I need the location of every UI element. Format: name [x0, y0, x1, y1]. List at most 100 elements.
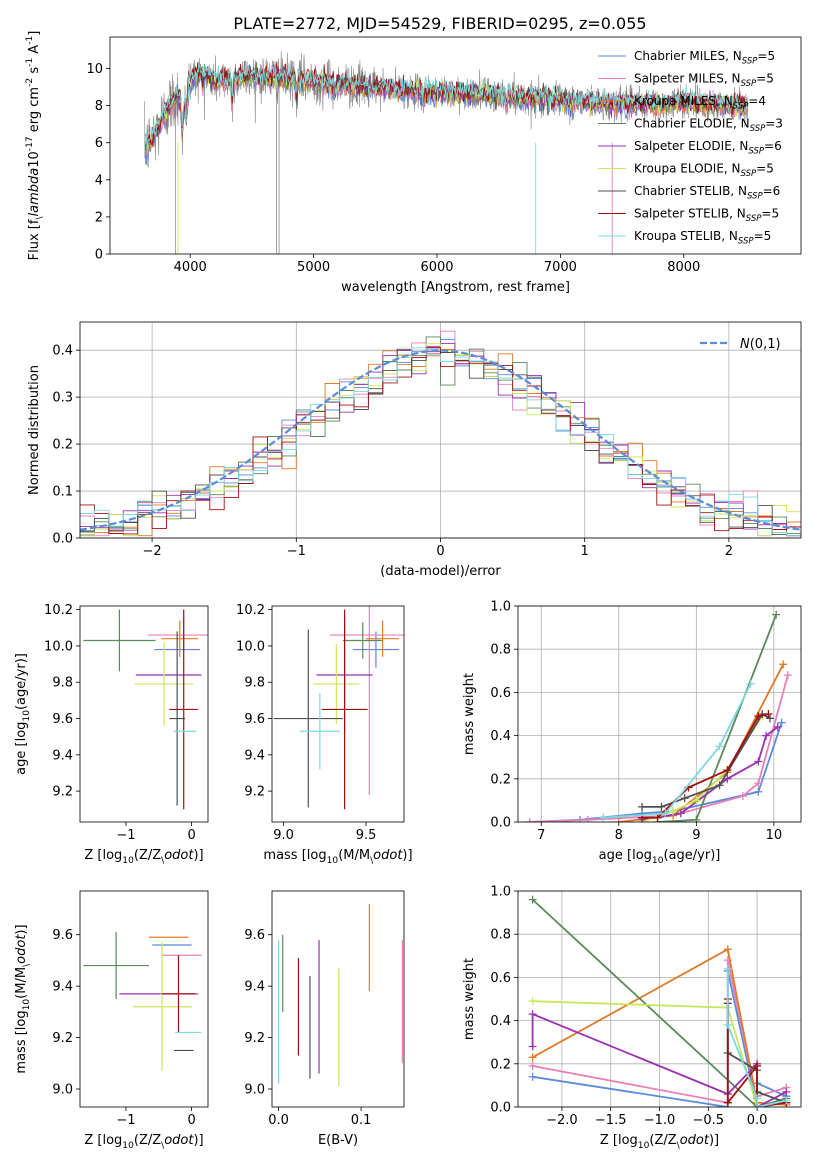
- series-marker: [772, 610, 781, 619]
- y-tick-label: 10.0: [44, 639, 73, 654]
- panel-age_vs_Z: −1 0 9.2 9.4 9.6 9.8 10.0 10.2 Z [log10(Z/Z\odot…: [14, 603, 209, 866]
- y-tick-label: 4: [95, 173, 103, 188]
- legend: Chabrier MILES, NSSP=5 Salpeter MILES, NS…: [598, 49, 783, 247]
- y-tick-label: 9.2: [52, 1031, 73, 1046]
- x-tick-label: 0.0: [268, 1113, 289, 1128]
- series-marker: [723, 945, 732, 954]
- axes-frame: [109, 36, 802, 255]
- x-tick-label: 0.0: [747, 1113, 768, 1128]
- y-tick-label: 9.6: [52, 928, 73, 943]
- x-tick-label: 0: [187, 1113, 195, 1128]
- y-tick-label: 1.0: [490, 885, 511, 900]
- legend-label: Chabrier MILES, NSSP=5: [634, 49, 775, 67]
- series-line-1: [529, 674, 789, 822]
- y-tick-label: 9.6: [244, 928, 265, 943]
- axes-frame: [271, 890, 405, 1108]
- series-marker: [657, 802, 666, 811]
- y-tick-label: 9.4: [52, 980, 73, 995]
- y-tick-label: 0.2: [490, 772, 511, 787]
- series-marker: [753, 1094, 762, 1103]
- panel-weight_vs_age: 7 8 9 10 0.0 0.2 0.4 0.6 0.8 1.0 age [log10(age/yr…: [462, 600, 802, 866]
- legend-label: Salpeter ELODIE, NSSP=6: [634, 139, 782, 157]
- plot-area: [525, 610, 792, 822]
- y-tick-label: 0.0: [490, 1101, 511, 1116]
- legend-label: Salpeter MILES, NSSP=5: [634, 72, 774, 90]
- series-marker: [723, 1020, 732, 1029]
- plot-area: [278, 903, 403, 1087]
- series-marker: [669, 807, 678, 816]
- x-tick-label: 0.1: [351, 1113, 372, 1128]
- legend-label: Kroupa ELODIE, NSSP=5: [634, 162, 774, 180]
- y-tick-label: 9.2: [244, 785, 265, 800]
- series-line-1: [532, 959, 787, 1104]
- y-tick-label: 9.8: [52, 676, 73, 691]
- model-spectrum-7: [145, 61, 749, 147]
- y-tick-label: 9.4: [52, 748, 73, 763]
- y-tick-label: 0.0: [52, 532, 73, 547]
- legend-label: Kroupa STELIB, NSSP=5: [634, 229, 771, 247]
- series-marker: [599, 813, 608, 822]
- y-tick-label: 0.4: [52, 344, 73, 359]
- residual-hist-8: [80, 347, 801, 537]
- series-marker: [782, 1087, 791, 1096]
- x-tick-label: 4000: [174, 260, 207, 275]
- series-marker: [528, 895, 537, 904]
- legend-label: Chabrier STELIB, NSSP=6: [634, 184, 780, 202]
- y-axis-label: Flux [f\lambda10-17 erg cm-2 s-1 A-1]: [25, 31, 45, 261]
- x-tick-label: 7000: [544, 260, 577, 275]
- series-marker: [715, 781, 724, 790]
- x-axis-label: mass [log10(M/M\odot)]: [263, 848, 412, 866]
- series-line-8: [603, 683, 752, 819]
- y-tick-label: 0.4: [490, 729, 511, 744]
- series-marker: [692, 815, 701, 822]
- series-marker: [614, 818, 623, 822]
- series-marker: [723, 1098, 732, 1107]
- x-tick-label: −2.0: [546, 1113, 578, 1128]
- series-marker: [773, 722, 782, 731]
- y-tick-label: 0.6: [490, 971, 511, 986]
- x-tick-label: 5000: [297, 260, 330, 275]
- y-tick-label: 1.0: [490, 600, 511, 615]
- y-tick-label: 0.2: [490, 1057, 511, 1072]
- normal-curve: [80, 349, 801, 531]
- y-axis-label: Normed distribution: [27, 365, 42, 495]
- y-tick-label: 9.0: [52, 1083, 73, 1098]
- y-tick-label: 10.2: [44, 603, 73, 618]
- y-tick-label: 9.6: [52, 712, 73, 727]
- series-marker: [661, 809, 670, 818]
- series-marker: [528, 1010, 537, 1019]
- x-axis-label: Z [log10(Z/Z\odot)]: [84, 1133, 203, 1151]
- x-tick-label: 0: [187, 828, 195, 843]
- x-tick-label: 2: [725, 544, 733, 559]
- plot-area: [528, 895, 791, 1107]
- y-tick-label: 9.6: [244, 712, 265, 727]
- y-tick-label: 9.4: [244, 748, 265, 763]
- series-marker: [528, 1042, 537, 1051]
- series-marker: [528, 1072, 537, 1081]
- plot-area: [144, 51, 749, 254]
- x-tick-label: 0: [436, 544, 444, 559]
- axes-frame: [271, 605, 405, 823]
- series-marker: [762, 731, 771, 740]
- series-marker: [715, 742, 724, 751]
- x-tick-label: −1: [287, 544, 306, 559]
- y-tick-label: 0.6: [490, 686, 511, 701]
- series-marker: [779, 660, 788, 669]
- panel-weight_vs_Z: −2.0 −1.5 −1.0 −0.5 0.0 0.0 0.2 0.4 0.6 0.8 1.0 Z […: [462, 885, 802, 1151]
- series-marker: [777, 718, 786, 727]
- y-tick-label: 0: [95, 248, 103, 263]
- y-axis-label: mass weight: [462, 958, 477, 1040]
- series-line-0: [532, 970, 787, 1107]
- panel-spectrum: 4000 5000 6000 7000 8000 0 2 4 6 8 10 wavelength [A…: [25, 31, 802, 295]
- x-tick-label: −2: [143, 544, 162, 559]
- series-marker: [583, 815, 592, 822]
- y-tick-label: 10: [86, 62, 103, 77]
- series-marker: [754, 779, 763, 788]
- x-tick-label: 10: [766, 828, 783, 843]
- x-tick-label: 9: [692, 828, 700, 843]
- series-marker: [638, 802, 647, 811]
- plot-area: [273, 606, 404, 810]
- x-tick-label: 9.5: [356, 828, 377, 843]
- panel-age_vs_mass: 9.0 9.5 9.2 9.4 9.6 9.8 10.0 10.2 mass [log10(M/…: [236, 603, 413, 866]
